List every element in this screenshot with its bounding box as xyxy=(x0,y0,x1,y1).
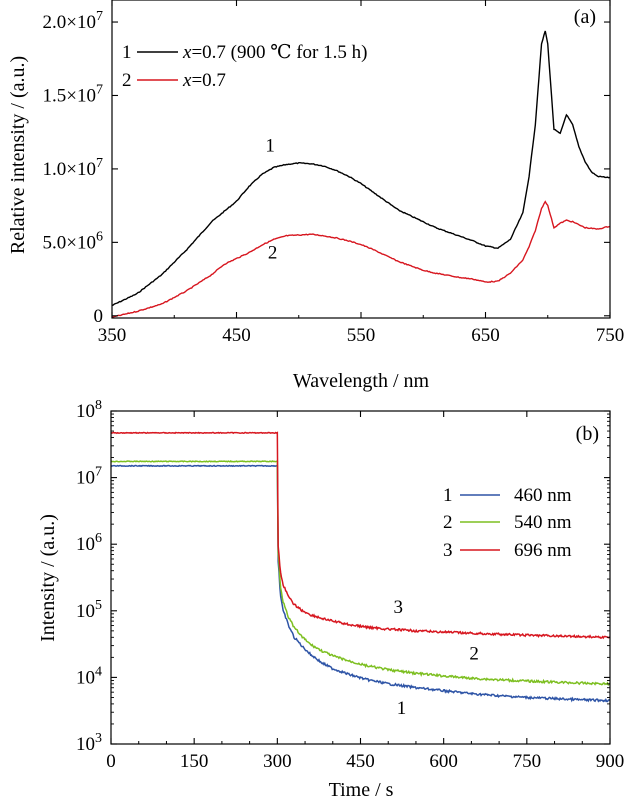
chart-a-axes: 350 450 550 650 750 0 5.0×106 1.0×107 1.5×107 2.0… xyxy=(43,0,625,346)
chart-b-axes: 0 150 300 450 600 750 900 103 104 105 106 107 108 xyxy=(76,398,624,772)
legend-a1-var: x xyxy=(182,42,192,63)
chart-a: 350 450 550 650 750 0 5.0×106 1.0×107 1.5×107 2.0… xyxy=(7,0,624,392)
chart-b-ytick-label: 106 xyxy=(76,531,102,555)
legend-item-a2: 2 x=0.7 xyxy=(122,70,226,91)
chart-b-panel-label: (b) xyxy=(576,423,599,445)
chart-a-xtick-label: 750 xyxy=(596,325,625,346)
chart-b-xtick-label: 0 xyxy=(106,751,116,772)
chart-b-ytick-label: 104 xyxy=(76,664,102,688)
chart-b-series-1-line xyxy=(110,464,611,703)
legend-a2-var: x xyxy=(182,70,192,91)
chart-a-xtick-label: 350 xyxy=(98,325,127,346)
chart-b-curve-label-2: 2 xyxy=(469,644,479,665)
legend-b3-number: 3 xyxy=(443,540,453,561)
chart-b-curve-label-1: 1 xyxy=(397,698,407,719)
chart-a-ytick-label: 2.0×107 xyxy=(43,9,103,33)
legend-b3-label: 696 nm xyxy=(514,540,572,561)
chart-b-series-3-line xyxy=(110,431,611,640)
chart-a-xtick-label: 650 xyxy=(471,325,500,346)
chart-b: 0 150 300 450 600 750 900 103 104 105 106 107 108 (b… xyxy=(37,398,624,800)
chart-a-panel-label: (a) xyxy=(574,6,596,28)
chart-b-xtick-label: 150 xyxy=(180,751,209,772)
chart-a-xlabel: Wavelength / nm xyxy=(293,370,430,392)
chart-b-ytick-label: 108 xyxy=(76,398,102,422)
legend-a2-text: =0.7 xyxy=(191,70,225,91)
chart-b-annotations: 3 2 1 xyxy=(393,597,478,719)
legend-a1-text: =0.7 (900 ℃ for 1.5 h) xyxy=(191,42,367,63)
legend-item-a1: 1 x=0.7 (900 ℃ for 1.5 h) xyxy=(122,42,367,63)
chart-b-xlabel: Time / s xyxy=(329,779,394,800)
chart-b-ytick-label: 105 xyxy=(76,598,102,622)
chart-a-curve-label-1: 1 xyxy=(265,135,275,156)
chart-b-curve-label-3: 3 xyxy=(393,597,403,618)
chart-b-ytick-label: 103 xyxy=(76,731,102,755)
chart-b-ytick-label: 107 xyxy=(76,465,102,489)
chart-a-ytick-label: 0 xyxy=(94,306,104,327)
legend-a1-number: 1 xyxy=(122,42,132,63)
chart-b-series-layer xyxy=(110,431,611,703)
chart-a-ytick-label: 1.0×107 xyxy=(43,156,103,180)
chart-b-xtick-label: 900 xyxy=(596,751,625,772)
legend-item-b3: 3 696 nm xyxy=(443,540,572,561)
chart-a-ylabel: Relative intensity / (a.u.) xyxy=(7,56,29,254)
legend-item-b1: 1 460 nm xyxy=(443,485,572,506)
legend-b2-label: 540 nm xyxy=(514,512,572,533)
chart-a-curve-label-2: 2 xyxy=(268,243,278,264)
chart-b-xtick-label: 750 xyxy=(513,751,542,772)
chart-a-ytick-label: 5.0×106 xyxy=(43,229,103,253)
chart-a-ytick-label: 1.5×107 xyxy=(43,82,103,106)
legend-b1-number: 1 xyxy=(443,485,453,506)
chart-b-ylabel: Intensity / (a.u.) xyxy=(37,514,59,642)
chart-a-annotations: 12 xyxy=(265,135,277,263)
chart-a-series-2-line xyxy=(111,200,611,318)
chart-b-series-2-line xyxy=(110,460,611,686)
chart-a-xtick-label: 450 xyxy=(222,325,251,346)
legend-a2-number: 2 xyxy=(122,70,132,91)
chart-a-series-layer xyxy=(111,30,611,318)
chart-a-series-1-line xyxy=(111,30,611,307)
legend-a2-label: x=0.7 xyxy=(182,70,226,91)
legend-b2-number: 2 xyxy=(443,512,453,533)
chart-a-legend: 1 x=0.7 (900 ℃ for 1.5 h) 2 x=0.7 xyxy=(122,42,367,91)
chart-b-plot-area xyxy=(110,410,611,745)
chart-b-xtick-label: 450 xyxy=(346,751,375,772)
chart-b-xtick-label: 600 xyxy=(429,751,458,772)
chart-b-xtick-label: 300 xyxy=(263,751,292,772)
legend-a1-label: x=0.7 (900 ℃ for 1.5 h) xyxy=(182,42,367,63)
legend-item-b2: 2 540 nm xyxy=(443,512,572,533)
chart-a-xtick-label: 550 xyxy=(347,325,376,346)
chart-b-legend: 1 460 nm 2 540 nm 3 696 nm xyxy=(443,485,572,561)
legend-b1-label: 460 nm xyxy=(514,485,572,506)
